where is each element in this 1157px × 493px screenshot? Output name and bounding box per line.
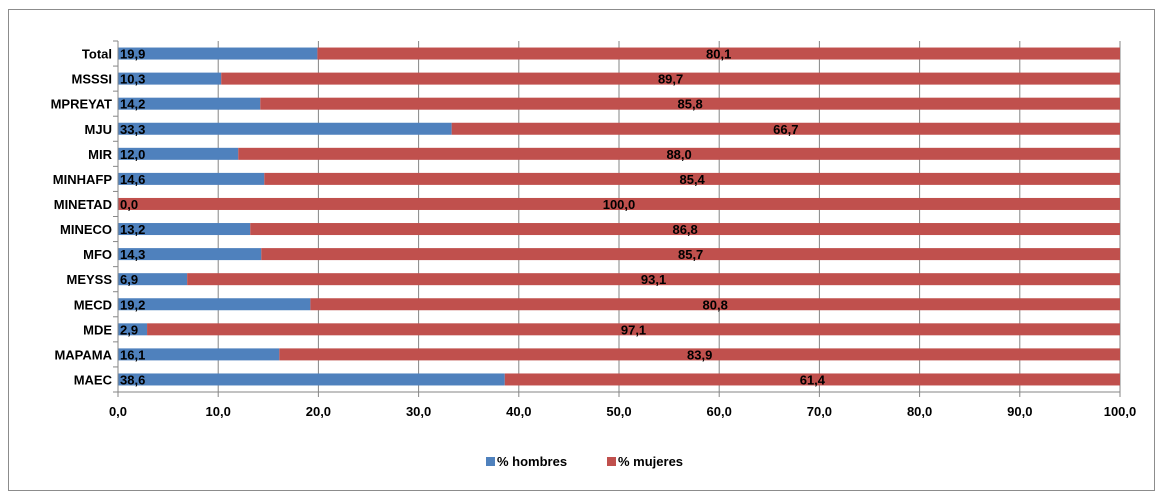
- data-label-mujeres: 97,1: [621, 322, 646, 337]
- data-label-mujeres: 86,8: [672, 222, 697, 237]
- data-label-hombres: 19,2: [120, 297, 145, 312]
- category-label: MAPAMA: [54, 347, 112, 362]
- data-label-hombres: 16,1: [120, 347, 145, 362]
- data-label-mujeres: 83,9: [687, 347, 712, 362]
- bar-hombres: [118, 147, 239, 160]
- data-label-mujeres: 88,0: [666, 147, 691, 162]
- x-tick-label: 20,0: [306, 404, 331, 419]
- category-label: MINECO: [60, 222, 112, 237]
- bar-mujeres: [310, 298, 1120, 311]
- data-label-hombres: 38,6: [120, 372, 145, 387]
- bar-hombres: [118, 273, 188, 286]
- bar-hombres: [118, 47, 318, 60]
- x-tick-label: 40,0: [506, 404, 531, 419]
- bar-mujeres: [118, 197, 1120, 210]
- data-label-mujeres: 89,7: [658, 72, 683, 87]
- data-label-mujeres: 85,8: [677, 97, 702, 112]
- bar-hombres: [118, 72, 222, 85]
- x-tick-label: 50,0: [606, 404, 631, 419]
- data-label-mujeres: 80,8: [703, 297, 728, 312]
- bar-hombres: [118, 223, 251, 236]
- bar-mujeres: [187, 273, 1120, 286]
- bar-mujeres: [451, 122, 1120, 135]
- x-tick-label: 80,0: [907, 404, 932, 419]
- bar-mujeres: [261, 248, 1120, 261]
- category-label: MFO: [83, 247, 112, 262]
- axes: 0,0 10,0 20,0 30,0 40,0 50,0 60,0 70,0 80,0 90,0 1…: [51, 40, 1137, 419]
- data-label-hombres: 14,3: [120, 247, 145, 262]
- bar-mujeres: [264, 172, 1120, 185]
- gridlines: [217, 41, 1121, 392]
- bar-mujeres: [238, 147, 1121, 160]
- bar-hombres: [118, 248, 262, 261]
- category-label: MEYSS: [66, 272, 112, 287]
- x-tick-label: 10,0: [206, 404, 231, 419]
- data-label-hombres: 2,9: [120, 322, 138, 337]
- data-label-mujeres: 66,7: [773, 122, 798, 137]
- data-label-mujeres: 85,7: [678, 247, 703, 262]
- x-tick-label: 60,0: [707, 404, 732, 419]
- bar-mujeres: [147, 323, 1121, 336]
- bar-hombres: [118, 323, 148, 336]
- data-label-hombres: 10,3: [120, 72, 145, 87]
- data-label-mujeres: 93,1: [641, 272, 666, 287]
- legend-label: % mujeres: [618, 454, 683, 469]
- bar-mujeres: [221, 72, 1120, 85]
- bar-mujeres: [504, 373, 1121, 386]
- data-label-hombres: 33,3: [120, 122, 145, 137]
- data-label-mujeres: 100,0: [603, 197, 636, 212]
- x-tick-label: 90,0: [1007, 404, 1032, 419]
- data-label-hombres: 6,9: [120, 272, 138, 287]
- bar-hombres: [118, 348, 280, 361]
- bar-mujeres: [317, 47, 1120, 60]
- x-tick-label: 0,0: [109, 404, 127, 419]
- bars: [118, 47, 1121, 386]
- data-label-hombres: 0,0: [120, 197, 138, 212]
- data-label-hombres: 14,2: [120, 97, 145, 112]
- bar-hombres: [118, 373, 505, 386]
- data-label-hombres: 13,2: [120, 222, 145, 237]
- category-label: MINHAFP: [53, 172, 113, 187]
- legend-swatch: [607, 457, 616, 466]
- bar-hombres: [118, 122, 452, 135]
- data-labels: 19,9 80,1 10,3 89,7 14,2 85,8 33,3 66,7 12,0 88,0…: [120, 47, 826, 388]
- data-label-mujeres: 61,4: [800, 372, 826, 387]
- data-label-mujeres: 85,4: [679, 172, 705, 187]
- data-label-hombres: 12,0: [120, 147, 145, 162]
- bar-mujeres: [260, 97, 1120, 110]
- bar-hombres: [118, 97, 261, 110]
- data-label-hombres: 14,6: [120, 172, 145, 187]
- bar-hombres: [118, 298, 311, 311]
- category-label: MDE: [83, 322, 112, 337]
- bar-mujeres: [250, 223, 1120, 236]
- bar-hombres: [118, 172, 265, 185]
- data-label-mujeres: 80,1: [706, 47, 731, 62]
- category-label: MECD: [74, 297, 112, 312]
- data-label-hombres: 19,9: [120, 47, 145, 62]
- category-label: MJU: [85, 122, 112, 137]
- x-tick-label: 100,0: [1104, 404, 1137, 419]
- category-label: MAEC: [74, 372, 113, 387]
- legend-swatch: [486, 457, 495, 466]
- legend: % hombres % mujeres: [486, 454, 683, 469]
- category-label: Total: [82, 47, 112, 62]
- bar-mujeres: [279, 348, 1120, 361]
- category-label: MINETAD: [54, 197, 112, 212]
- x-tick-label: 70,0: [807, 404, 832, 419]
- x-tick-label: 30,0: [406, 404, 431, 419]
- legend-label: % hombres: [497, 454, 567, 469]
- category-label: MPREYAT: [51, 97, 112, 112]
- category-label: MSSSI: [72, 72, 112, 87]
- category-label: MIR: [88, 147, 112, 162]
